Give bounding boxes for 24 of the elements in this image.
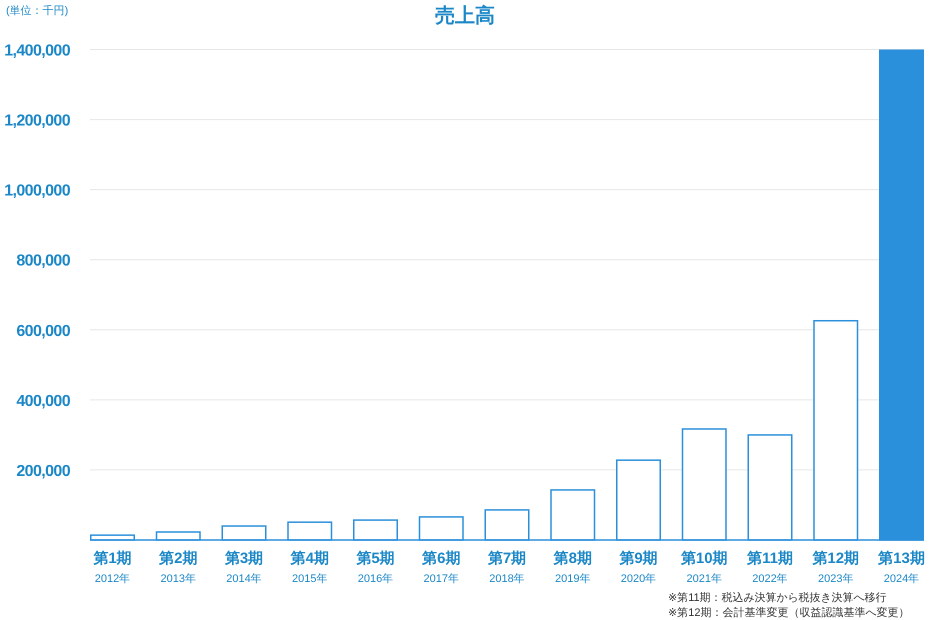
y-tick-label: 1,400,000: [4, 42, 71, 60]
y-tick-label: 200,000: [16, 462, 71, 480]
y-tick-label: 1,000,000: [4, 182, 71, 200]
x-tick-label: 第3期 2014年: [224, 550, 264, 585]
x-tick-label: 第13期 2024年: [877, 550, 925, 585]
x-tick-label: 第6期 2017年: [421, 550, 460, 585]
x-tick-label: 第4期 2015年: [290, 550, 329, 585]
y-tick-label: 600,000: [16, 322, 71, 340]
x-tick-label: 第10期 2021年: [680, 550, 728, 585]
title: 売上高: [435, 5, 495, 27]
x-tick-label: 第2期 2013年: [158, 550, 198, 585]
y-tick-label: 1,200,000: [4, 112, 71, 130]
x-tick-label: 第12期 2023年: [811, 550, 860, 585]
x-tick-label: 第5期 2016年: [355, 550, 395, 585]
x-tick-label: 第8期 2019年: [552, 550, 592, 585]
x-tick-label: 第1期 2012年: [92, 550, 132, 585]
annotation: ※第12期：会計基準変更（収益認識基準へ変更）: [668, 607, 910, 619]
y-tick-label: 800,000: [16, 252, 71, 270]
x-tick-label: 第9期 2020年: [618, 550, 658, 585]
y-tick-label: 400,000: [16, 392, 71, 410]
annotation: ※第11期：税込み決算から税抜き決算へ移行: [668, 592, 887, 604]
x-tick-label: 第7期 2018年: [486, 550, 526, 585]
x-tick-label: 第11期 2022年: [746, 550, 793, 585]
ylabel: (単位：千円): [6, 5, 68, 17]
